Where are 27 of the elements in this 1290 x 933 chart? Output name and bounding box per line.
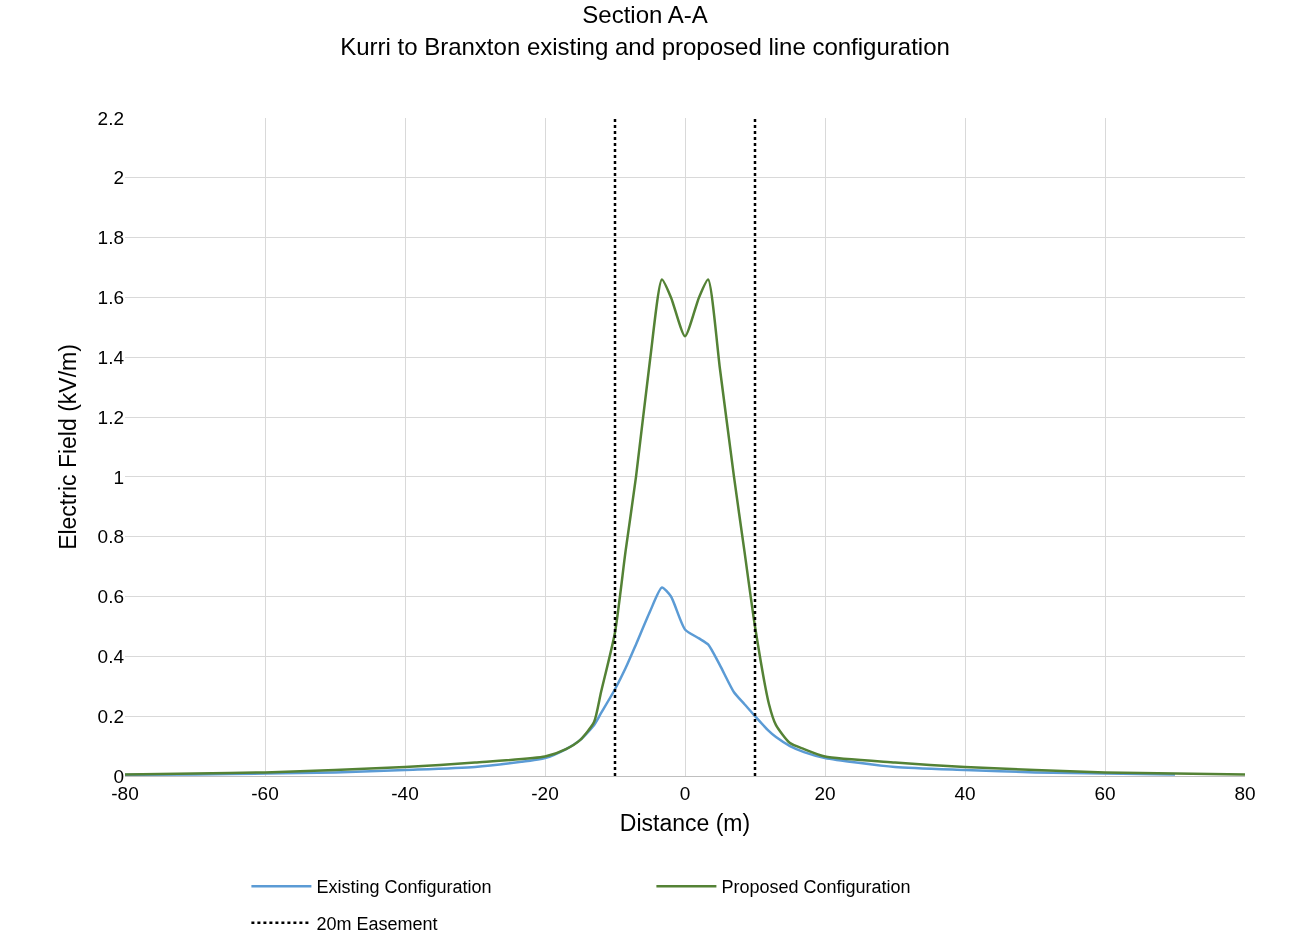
y-tick-label: 0.8 bbox=[97, 526, 124, 548]
y-tick-label: 1.2 bbox=[97, 406, 124, 428]
legend-label: Proposed Configuration bbox=[721, 877, 911, 898]
x-tick-label: 0 bbox=[679, 782, 691, 804]
legend-label: Existing Configuration bbox=[316, 877, 492, 898]
y-tick-label: 1.8 bbox=[97, 227, 124, 249]
x-tick-label: -60 bbox=[251, 782, 279, 804]
x-axis-title: Distance (m) bbox=[619, 810, 751, 837]
x-tick-label: 40 bbox=[954, 782, 976, 804]
x-tick-label: 20 bbox=[814, 782, 836, 804]
y-tick-label: 2.2 bbox=[97, 107, 124, 129]
x-tick-label: 80 bbox=[1234, 782, 1256, 804]
line-series bbox=[125, 278, 1245, 776]
y-tick-label: 1 bbox=[113, 466, 124, 488]
y-tick-label: 0.4 bbox=[97, 646, 125, 668]
chart-subtitle: Kurri to Branxton existing and proposed line configuration bbox=[340, 32, 950, 60]
x-tick-label: -20 bbox=[531, 782, 559, 804]
y-tick-label: 1.6 bbox=[97, 287, 124, 309]
chart-title: Section A-A bbox=[582, 1, 708, 29]
x-tick-label: -40 bbox=[391, 782, 419, 804]
y-tick-label: 1.4 bbox=[97, 346, 125, 368]
x-tick-label: 60 bbox=[1094, 782, 1116, 804]
legend-label: 20m Easement bbox=[316, 913, 438, 933]
y-tick-label: 0.2 bbox=[97, 705, 124, 727]
y-tick-label: 0.6 bbox=[97, 586, 124, 608]
y-tick-label: 2 bbox=[113, 167, 124, 189]
y-axis-title: Electric Field (kV/m) bbox=[55, 344, 82, 550]
